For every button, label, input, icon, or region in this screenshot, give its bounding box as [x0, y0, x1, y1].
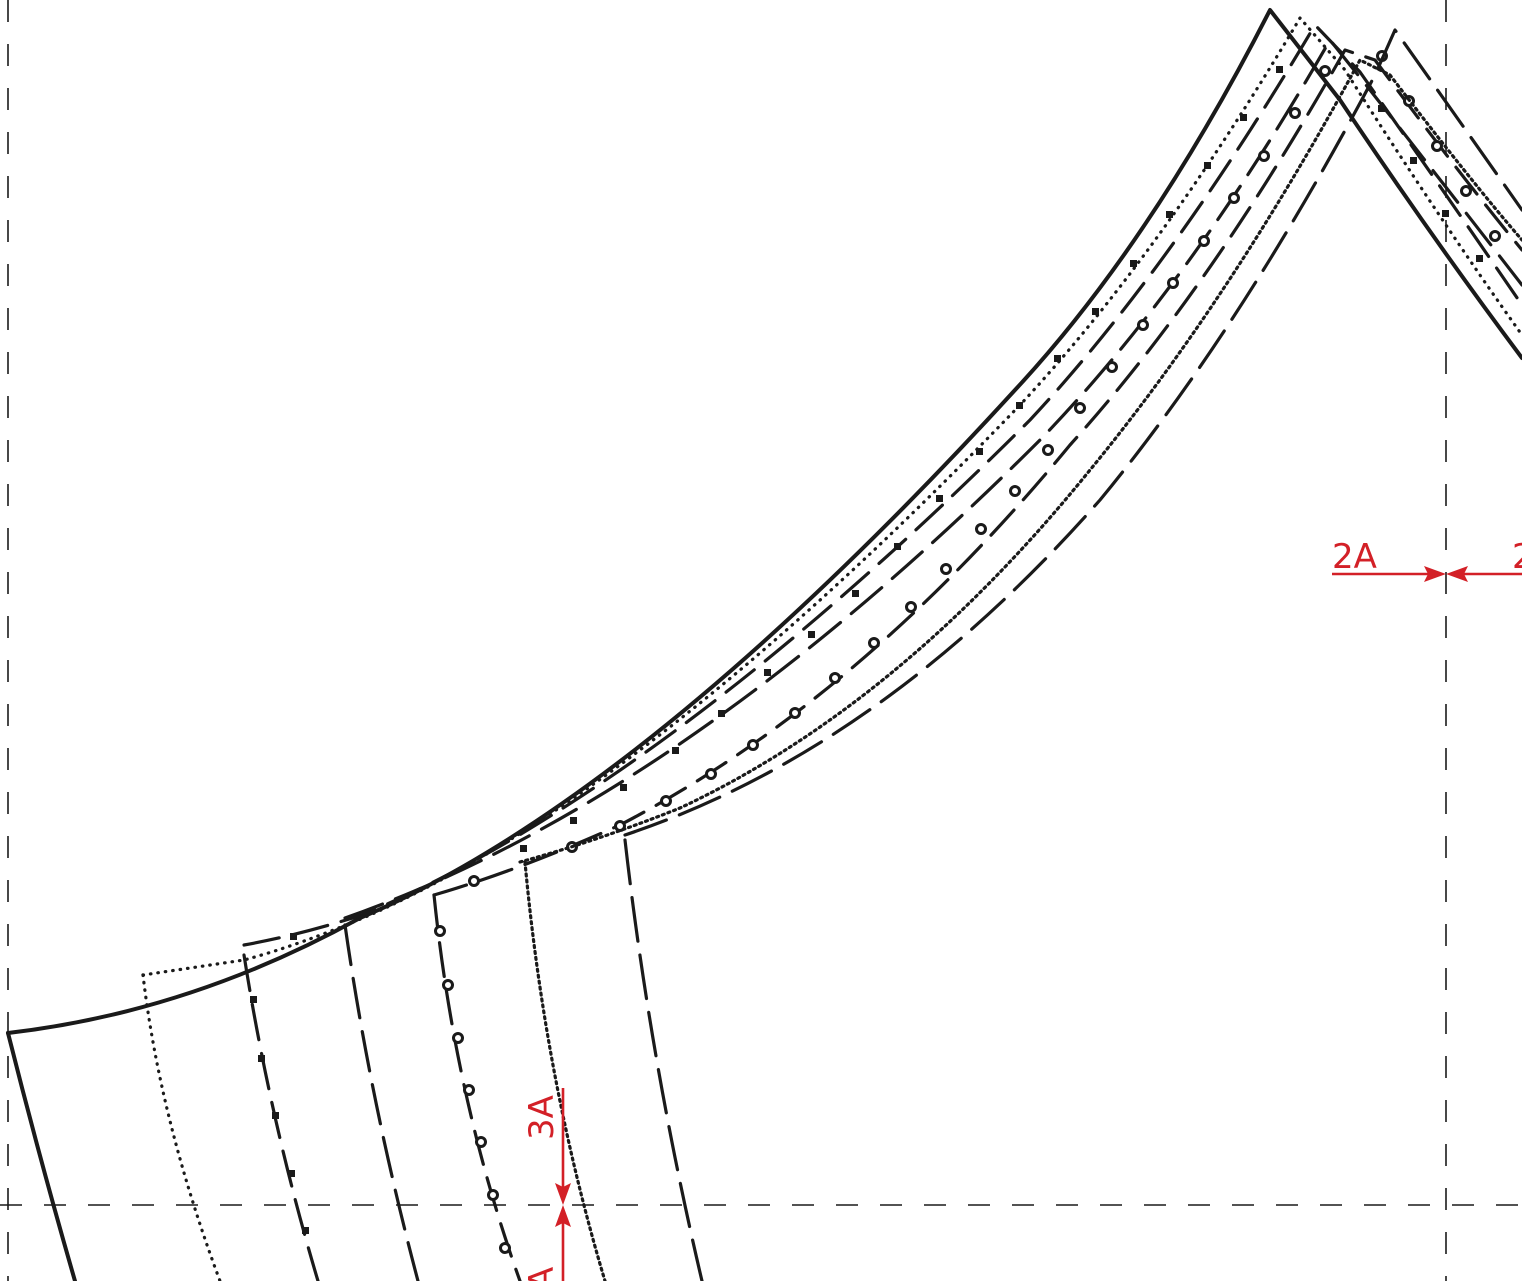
size-line-hatched	[518, 58, 1522, 1281]
dimension-label-2a: 2A	[1332, 537, 1377, 577]
size-line-dash-cross	[242, 23, 1522, 1281]
size-line-long-dash-outer	[623, 28, 1522, 1281]
cross-markers	[250, 66, 1483, 1234]
dimension-label-3a: 3A	[522, 1095, 562, 1140]
size-line-long-dash	[343, 38, 1522, 1281]
size-line-dash-circle	[432, 48, 1522, 1281]
dimension-2-horizontal: 2	[1446, 537, 1522, 582]
circle-markers	[434, 50, 1501, 1254]
dimension-a-vertical: A	[522, 1205, 571, 1281]
dimension-label-2: 2	[1512, 537, 1522, 577]
size-line-solid	[6, 8, 1522, 1281]
dimension-label-a: A	[522, 1267, 562, 1281]
size-line-dotted	[141, 16, 1522, 1281]
dimension-2a-horizontal: 2A	[1332, 537, 1446, 582]
dimension-3a-vertical: 3A	[522, 1088, 571, 1205]
